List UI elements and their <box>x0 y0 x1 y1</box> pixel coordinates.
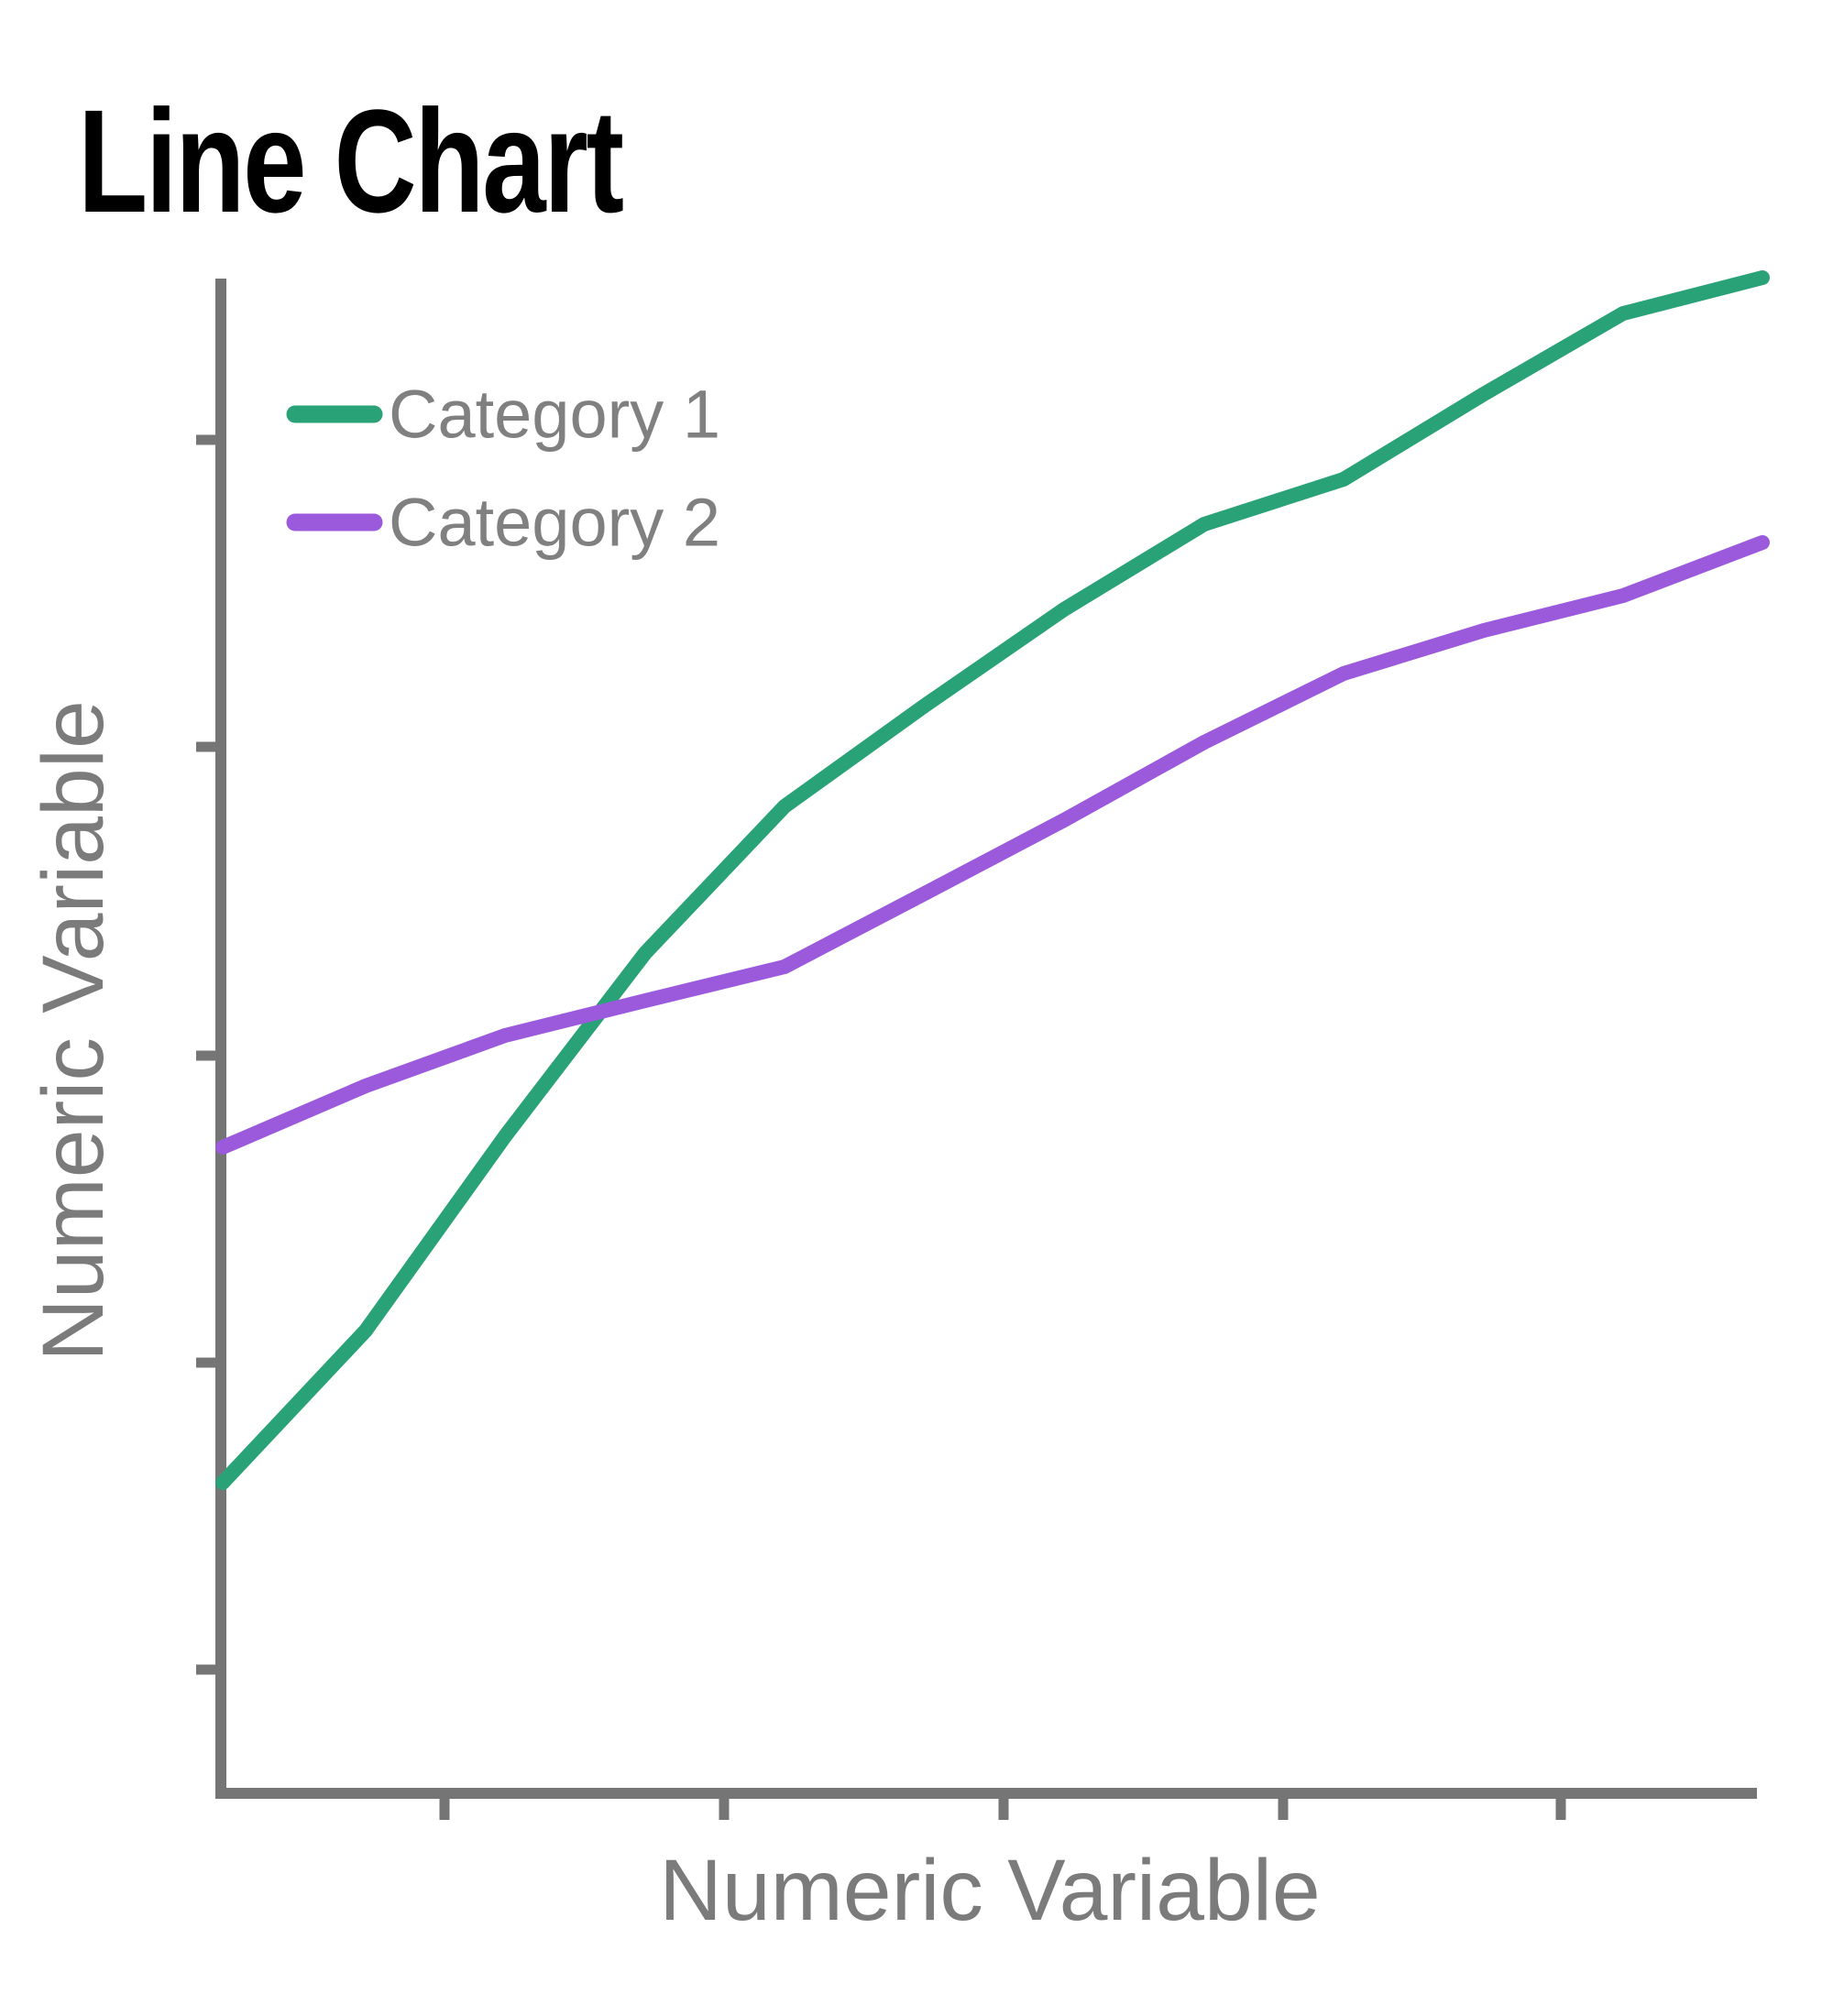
series-category-1-line <box>215 270 1770 1490</box>
series-category-2-line <box>215 535 1770 1155</box>
x-axis-ticks <box>439 1793 1566 1820</box>
x-axis-label: Numeric Variable <box>659 1842 1321 1939</box>
y-axis-label: Numeric Variable <box>25 700 122 1362</box>
chart-title: Line Chart <box>78 79 624 243</box>
y-axis-ticks <box>196 434 221 1675</box>
legend-label-category-2: Category 2 <box>389 485 720 561</box>
legend: Category 1 Category 2 <box>286 377 720 561</box>
legend-label-category-1: Category 1 <box>389 377 720 453</box>
